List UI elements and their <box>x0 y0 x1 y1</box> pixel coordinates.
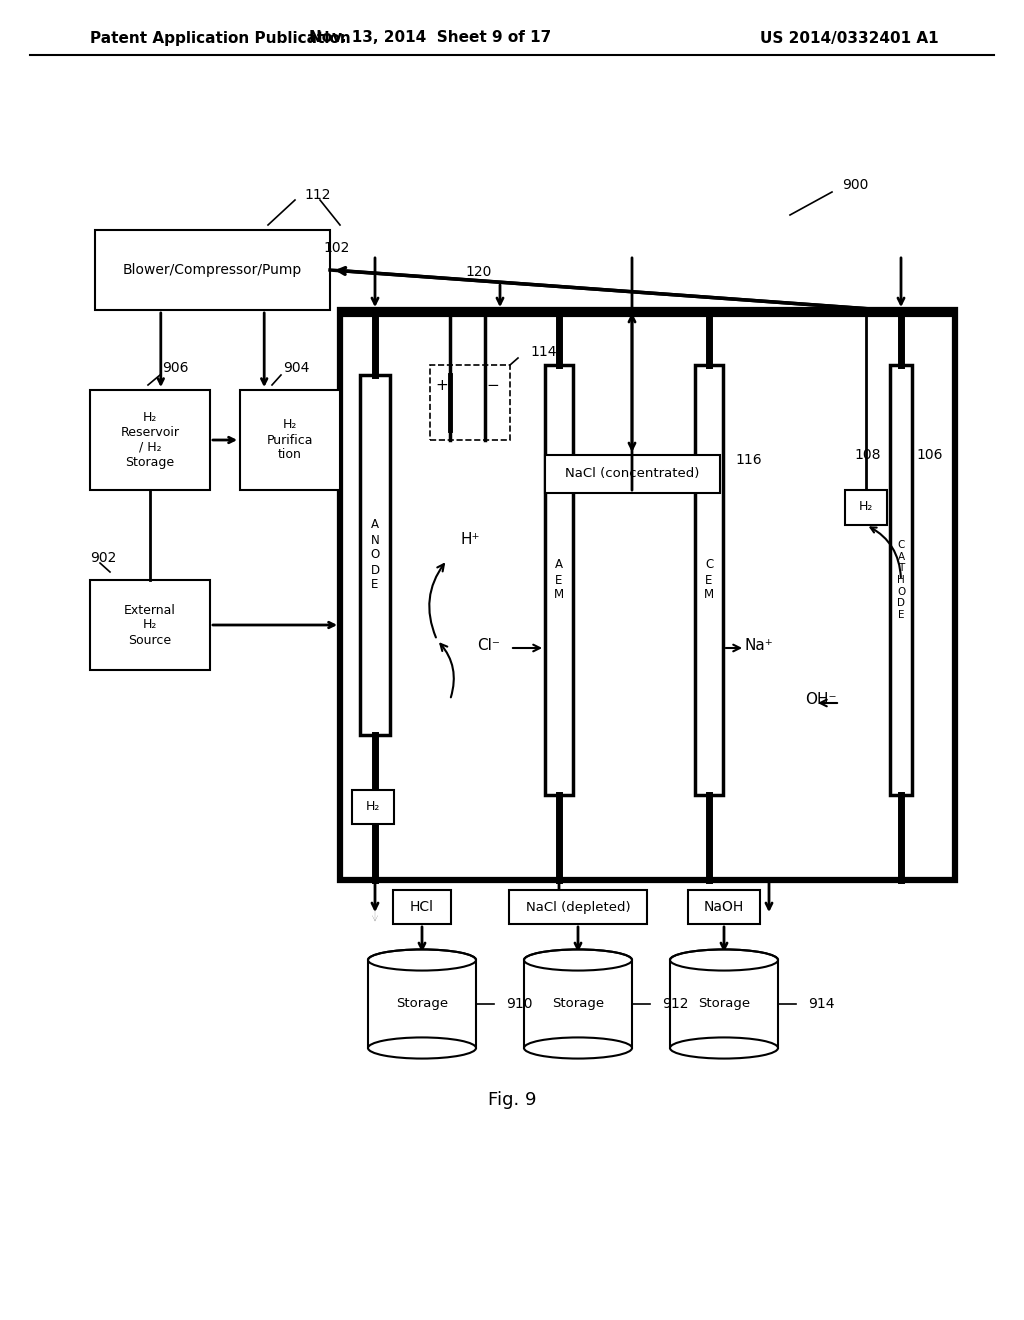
Text: 108: 108 <box>854 447 881 462</box>
Bar <box>670 960 778 1048</box>
Text: US 2014/0332401 A1: US 2014/0332401 A1 <box>760 30 939 45</box>
Bar <box>368 960 476 1048</box>
Bar <box>90 389 210 490</box>
Text: NaCl (depleted): NaCl (depleted) <box>525 900 631 913</box>
Text: Na⁺: Na⁺ <box>745 638 774 652</box>
Text: External
H₂
Source: External H₂ Source <box>124 603 176 647</box>
Bar <box>509 890 647 924</box>
Text: 102: 102 <box>324 242 350 255</box>
Bar <box>95 230 330 310</box>
Text: C
E
M: C E M <box>703 558 714 602</box>
Text: Storage: Storage <box>552 998 604 1011</box>
Text: Cl⁻: Cl⁻ <box>477 638 500 652</box>
Text: A
E
M: A E M <box>554 558 564 602</box>
Text: 902: 902 <box>90 550 117 565</box>
Text: 904: 904 <box>283 360 309 375</box>
Bar <box>545 366 573 795</box>
Text: HCl: HCl <box>410 900 434 913</box>
Ellipse shape <box>368 1038 476 1059</box>
Bar <box>688 890 760 924</box>
Text: Storage: Storage <box>396 998 449 1011</box>
Text: 912: 912 <box>662 997 688 1011</box>
Text: 914: 914 <box>808 997 835 1011</box>
Text: Patent Application Publication: Patent Application Publication <box>90 30 351 45</box>
Text: 112: 112 <box>305 187 331 202</box>
Text: 910: 910 <box>506 997 532 1011</box>
Text: 114: 114 <box>530 345 556 359</box>
Text: 900: 900 <box>842 178 868 191</box>
Bar <box>545 455 720 492</box>
Text: Blower/Compressor/Pump: Blower/Compressor/Pump <box>123 263 302 277</box>
Text: A
N
O
D
E: A N O D E <box>371 519 380 591</box>
Text: Nov. 13, 2014  Sheet 9 of 17: Nov. 13, 2014 Sheet 9 of 17 <box>309 30 551 45</box>
Bar <box>845 490 887 525</box>
Bar <box>352 789 394 824</box>
Text: 106: 106 <box>916 447 942 462</box>
Ellipse shape <box>670 949 778 970</box>
Text: C
A
T
H
O
D
E: C A T H O D E <box>897 540 905 620</box>
Text: 906: 906 <box>162 360 188 375</box>
Ellipse shape <box>368 949 476 970</box>
Text: 120: 120 <box>466 265 492 279</box>
Text: OH⁻: OH⁻ <box>806 693 837 708</box>
Text: 116: 116 <box>735 453 762 467</box>
Ellipse shape <box>670 1038 778 1059</box>
Bar <box>240 389 340 490</box>
Text: H⁺: H⁺ <box>460 532 479 548</box>
Bar <box>430 366 510 440</box>
Bar <box>360 375 390 735</box>
Text: NaCl (concentrated): NaCl (concentrated) <box>565 467 699 480</box>
Bar <box>524 960 632 1048</box>
Ellipse shape <box>524 949 632 970</box>
Bar <box>695 366 723 795</box>
Bar <box>340 310 955 880</box>
Ellipse shape <box>524 1038 632 1059</box>
Text: −: − <box>486 378 500 392</box>
Bar <box>90 579 210 671</box>
Bar <box>393 890 451 924</box>
Text: NaOH: NaOH <box>703 900 744 913</box>
Bar <box>890 366 912 795</box>
Text: +: + <box>435 378 449 392</box>
Text: H₂
Purifica
tion: H₂ Purifica tion <box>266 418 313 462</box>
Text: H₂: H₂ <box>366 800 380 813</box>
Text: Fig. 9: Fig. 9 <box>487 1092 537 1109</box>
Text: Storage: Storage <box>698 998 750 1011</box>
Text: H₂: H₂ <box>859 500 873 513</box>
Text: H₂
Reservoir
/ H₂
Storage: H₂ Reservoir / H₂ Storage <box>121 411 179 469</box>
